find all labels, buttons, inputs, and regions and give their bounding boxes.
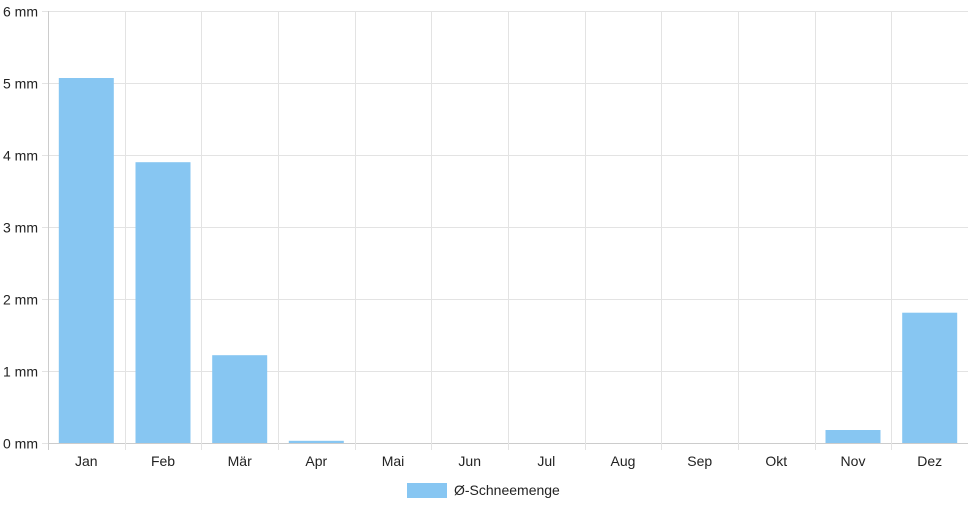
x-tick-label: Aug [611, 453, 636, 469]
x-tick-label: Jun [458, 453, 481, 469]
y-tick-label: 0 mm [3, 436, 38, 452]
bar-apr[interactable] [288, 440, 344, 443]
x-tick-label: Apr [305, 453, 327, 469]
y-tick-label: 3 mm [3, 220, 38, 236]
bar-nov[interactable] [825, 430, 881, 443]
legend[interactable]: Ø-Schneemenge [407, 482, 560, 498]
grid-lines [42, 11, 968, 450]
x-tick-label: Dez [917, 453, 942, 469]
y-tick-label: 6 mm [3, 4, 38, 20]
y-tick-label: 2 mm [3, 292, 38, 308]
bar-jan[interactable] [58, 78, 114, 443]
bars [58, 78, 958, 443]
x-tick-label: Sep [687, 453, 712, 469]
y-tick-label: 4 mm [3, 148, 38, 164]
x-tick-label: Feb [151, 453, 175, 469]
bar-mär[interactable] [212, 355, 268, 443]
x-tick-label: Jul [537, 453, 555, 469]
x-tick-label: Mär [228, 453, 252, 469]
bar-feb[interactable] [135, 162, 191, 443]
legend-swatch[interactable] [407, 483, 447, 498]
x-tick-label: Nov [841, 453, 866, 469]
bar-dez[interactable] [902, 312, 958, 443]
y-tick-labels: 0 mm 1 mm 2 mm 3 mm 4 mm 5 mm 6 mm [3, 4, 38, 452]
x-tick-label: Mai [382, 453, 405, 469]
x-tick-label: Jan [75, 453, 98, 469]
legend-label[interactable]: Ø-Schneemenge [454, 482, 560, 498]
y-tick-label: 1 mm [3, 364, 38, 380]
x-tick-label: Okt [765, 453, 787, 469]
x-tick-labels: Jan Feb Mär Apr Mai Jun Jul Aug Sep Okt Nov Dez [75, 453, 942, 469]
y-tick-label: 5 mm [3, 76, 38, 92]
